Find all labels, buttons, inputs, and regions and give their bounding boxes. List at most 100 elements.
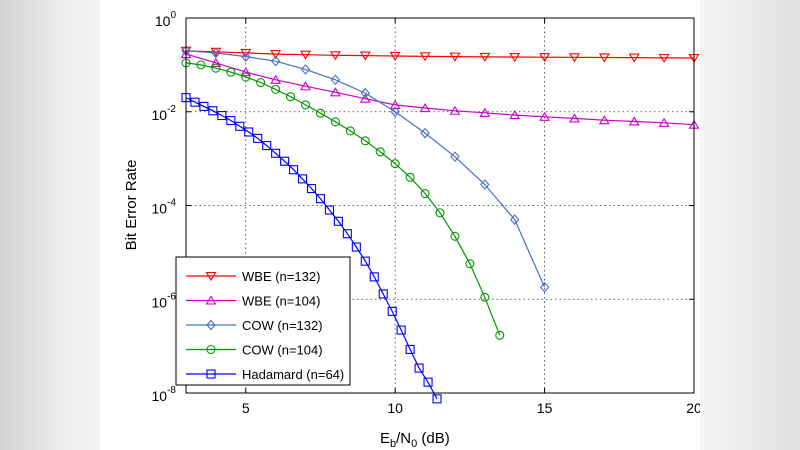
series-2-point-1	[211, 47, 221, 59]
series-4-point-16	[324, 205, 334, 215]
series-3-point-1	[196, 60, 206, 70]
legend-label-4: Hadamard (n=64)	[242, 367, 344, 382]
series-4-point-28	[432, 394, 442, 404]
series-0-point-16	[658, 53, 670, 63]
legend-marker-2	[206, 319, 216, 331]
series-layer	[180, 45, 700, 404]
series-3-point-20	[480, 292, 490, 302]
series-2-point-6	[360, 87, 371, 99]
series-4-point-17	[333, 216, 343, 226]
background-left-edge	[0, 0, 100, 450]
series-3	[181, 58, 505, 340]
series-4-point-24	[396, 325, 406, 335]
series-0-point-3	[270, 50, 282, 60]
series-2-point-8	[420, 127, 430, 139]
series-3-point-4	[241, 72, 251, 82]
y-tick-label-0: 100	[155, 10, 177, 29]
series-4-point-26	[414, 363, 424, 373]
series-3-line	[185, 62, 501, 336]
series-4-point-2	[199, 101, 209, 111]
series-1-point-15	[628, 116, 640, 126]
series-0-point-2	[240, 48, 252, 58]
series-0-point-4	[300, 50, 312, 60]
legend-label-3: COW (n=104)	[242, 343, 323, 358]
series-3-point-21	[495, 330, 505, 340]
series-0-point-5	[329, 51, 341, 61]
series-4-point-4	[217, 110, 227, 121]
legend-marker-0	[205, 271, 217, 282]
legend-marker-4	[206, 369, 216, 379]
ber-chart: 5 10 15 20 100 10-2 10-4 10-6 10-8 Bit Error Rat…	[123, 10, 700, 450]
series-4-point-23	[387, 306, 397, 316]
series-4-point-13	[297, 174, 308, 184]
series-4-point-15	[315, 194, 326, 204]
x-axis-label-unit: (dB)	[417, 430, 450, 447]
series-3-point-13	[375, 147, 385, 157]
series-3-point-17	[435, 208, 445, 218]
series-3-point-19	[465, 259, 475, 269]
series-4-point-21	[369, 272, 379, 282]
series-4-point-5	[226, 115, 236, 126]
series-4-point-19	[351, 242, 361, 252]
series-4-point-1	[190, 97, 200, 107]
series-2-point-3	[270, 55, 281, 67]
series-4-point-22	[378, 289, 388, 299]
series-2	[181, 45, 550, 293]
series-3-point-15	[405, 172, 415, 182]
series-3-point-10	[330, 117, 340, 127]
series-4-point-3	[208, 106, 218, 116]
series-4-point-27	[423, 377, 433, 387]
y-tick-label-1: 10-2	[152, 104, 177, 123]
series-0-point-15	[628, 53, 640, 63]
x-tick-label-1: 10	[387, 400, 403, 416]
series-1-point-13	[568, 113, 580, 123]
series-4-point-7	[244, 127, 254, 137]
series-0-point-9	[449, 52, 461, 62]
legend: WBE (n=132) WBE (n=104) COW (n=132) COW (n=…	[175, 256, 351, 386]
series-0-point-8	[419, 52, 431, 62]
series-4-line	[185, 97, 438, 400]
series-3-point-16	[420, 188, 430, 199]
grid	[186, 18, 694, 393]
legend-box	[175, 256, 351, 386]
background-right-edge	[700, 0, 800, 450]
series-3-point-7	[286, 92, 296, 102]
series-2-point-9	[450, 151, 460, 163]
series-2-point-4	[300, 64, 311, 75]
series-3-point-12	[360, 136, 370, 146]
series-2-point-7	[390, 106, 400, 118]
series-3-point-2	[211, 63, 221, 73]
series-0-point-6	[359, 51, 371, 61]
x-tick-label-2: 15	[537, 400, 553, 416]
series-4-point-25	[405, 344, 415, 354]
series-1-point-2	[240, 67, 252, 77]
x-axis-label-sub-b: b	[390, 438, 396, 450]
series-2-line	[185, 50, 546, 288]
series-3-point-18	[450, 231, 460, 241]
series-4-point-11	[280, 156, 290, 166]
series-1-point-12	[539, 111, 551, 121]
series-2-point-5	[330, 74, 341, 86]
series-4-point-10	[271, 148, 281, 158]
x-axis-label-base: E	[380, 430, 390, 447]
series-1-point-3	[270, 74, 282, 84]
series-4-point-9	[262, 141, 272, 151]
y-tick-label-4: 10-8	[152, 385, 177, 404]
series-2-point-11	[509, 214, 520, 225]
x-axis-label-sub-0: 0	[411, 438, 417, 450]
x-axis-label-sep: /N	[396, 430, 411, 447]
series-4-point-18	[342, 229, 352, 239]
series-0-point-11	[509, 52, 521, 63]
x-tick-label-3: 20	[686, 400, 700, 416]
series-3-point-14	[390, 159, 400, 169]
x-tick-label-0: 5	[242, 400, 250, 416]
y-axis-label: Bit Error Rate	[123, 160, 140, 251]
series-2-point-12	[539, 281, 550, 293]
series-1-point-4	[300, 81, 312, 91]
series-0-point-12	[539, 53, 551, 63]
chart-figure: 5 10 15 20 100 10-2 10-4 10-6 10-8 Bit Error Rat…	[100, 0, 700, 450]
series-2-point-2	[241, 51, 251, 62]
series-0-point-7	[389, 51, 401, 62]
series-1-point-1	[210, 57, 222, 67]
x-axis-label: Eb/N0 (dB)	[380, 430, 450, 450]
